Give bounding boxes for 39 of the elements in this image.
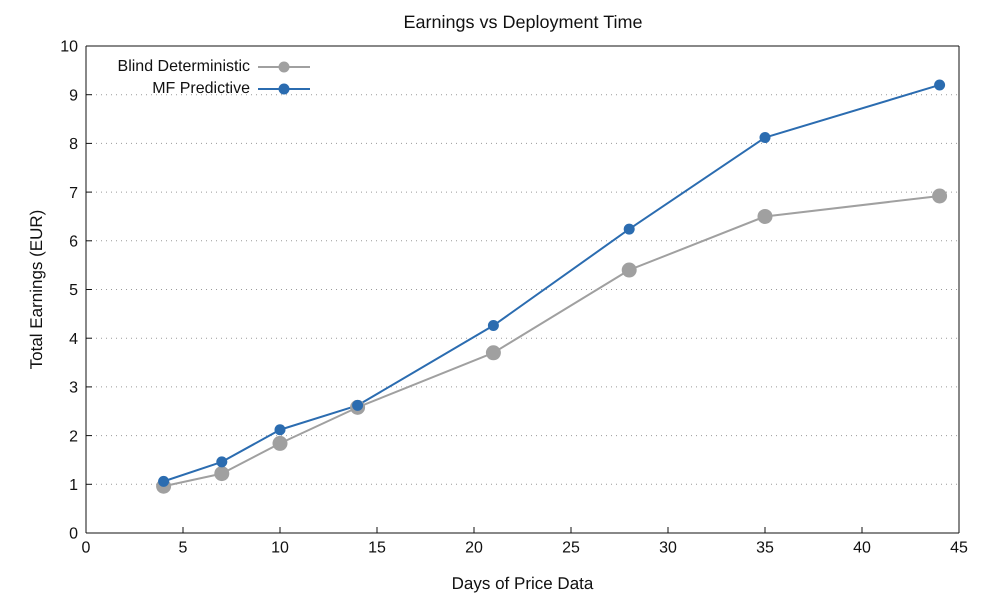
- x-tick-label: 45: [950, 539, 968, 556]
- y-tick-label: 9: [69, 87, 78, 104]
- x-tick-label: 20: [465, 539, 483, 556]
- point: [622, 262, 637, 278]
- point: [214, 466, 230, 482]
- x-tick-label: 15: [368, 539, 386, 556]
- y-tick-label: 1: [69, 476, 78, 494]
- y-tick-label: 2: [69, 428, 78, 446]
- y-tick-label: 3: [69, 380, 78, 397]
- point: [758, 208, 772, 224]
- x-tick-label: 5: [178, 539, 188, 556]
- legend-label: Blind Deterministic: [118, 58, 250, 76]
- point: [488, 320, 499, 332]
- x-tick-label: 10: [271, 539, 289, 556]
- legend-label: MF Predictive: [152, 80, 250, 98]
- point: [932, 188, 948, 204]
- point: [274, 424, 286, 436]
- y-tick-label: 4: [69, 330, 78, 348]
- y-tick-label: 7: [69, 184, 78, 202]
- y-axis-title: Total Earnings (EUR): [27, 210, 46, 370]
- point: [486, 345, 501, 360]
- point: [760, 132, 770, 144]
- x-tick-label: 25: [562, 539, 580, 556]
- x-axis-title: Days of Price Data: [452, 574, 594, 594]
- x-tick-label: 35: [756, 539, 774, 556]
- y-tick-label: 6: [69, 233, 78, 250]
- x-tick-label: 40: [853, 539, 871, 556]
- y-tick-label: 0: [69, 526, 78, 543]
- point: [158, 476, 170, 487]
- y-tick-label: 5: [69, 282, 78, 300]
- point: [934, 79, 946, 90]
- x-tick-label: 0: [82, 539, 91, 556]
- point: [624, 224, 635, 235]
- point: [216, 456, 228, 468]
- y-tick-label: 10: [60, 38, 78, 56]
- x-tick-label: 30: [659, 539, 677, 556]
- y-tick-label: 8: [69, 136, 78, 154]
- point: [272, 436, 288, 451]
- chart-title: Earnings vs Deployment Time: [402, 12, 644, 33]
